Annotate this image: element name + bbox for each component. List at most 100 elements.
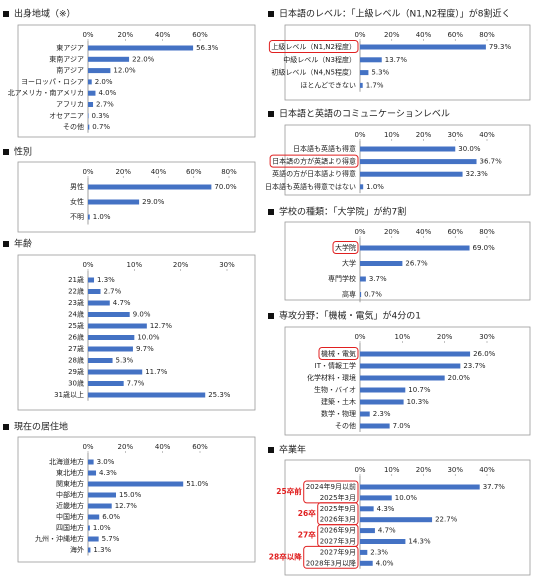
bar [88, 323, 147, 329]
category-label: 中部地方 [56, 490, 84, 499]
value-label: 6.0% [102, 513, 120, 521]
category-label: 東南アジア [49, 54, 84, 63]
highlight-box [268, 40, 359, 53]
chart-title: 出身地域（※） [14, 8, 76, 20]
group-label: 26卒 [298, 508, 316, 518]
category-label: 31歳以上 [54, 390, 84, 399]
chart-frame [284, 124, 531, 196]
category-label: 女性 [70, 197, 84, 206]
bar [88, 492, 116, 498]
x-tick-label: 20% [416, 466, 432, 474]
chart-frame [17, 254, 256, 411]
x-tick-label: 20% [384, 228, 400, 236]
category-label: 中級レベル（N3程度） [283, 55, 356, 64]
category-label: 22歳 [68, 287, 84, 296]
category-label: 25歳 [68, 321, 84, 330]
value-label: 29.0% [142, 198, 165, 206]
category-label: 海外 [70, 545, 84, 554]
bar [360, 70, 369, 76]
x-tick-label: 40% [416, 31, 432, 39]
bar [88, 68, 111, 74]
category-label: 2028年3月以降 [306, 558, 356, 567]
bar [88, 79, 92, 85]
bar [360, 517, 433, 523]
category-label: IT・情報工学 [315, 361, 356, 370]
value-label: 2.7% [104, 288, 122, 296]
chart-title: 卒業年 [279, 444, 306, 456]
chart-title: 年齢 [14, 238, 32, 250]
bar [360, 184, 364, 190]
category-label: 23歳 [68, 298, 84, 307]
value-label: 32.3% [466, 170, 489, 178]
x-tick-label: 20% [115, 168, 131, 176]
value-label: 5.7% [102, 535, 120, 543]
category-label: 北海道地方 [49, 457, 84, 466]
value-label: 10.3% [407, 398, 430, 406]
chart-frame [284, 459, 531, 576]
value-label: 26.7% [405, 260, 428, 268]
value-label: 13.7% [385, 56, 408, 64]
bar [88, 392, 206, 398]
x-tick-label: 80% [221, 168, 237, 176]
category-label: 日本語の方が英語より得意 [272, 157, 356, 166]
x-tick-label: 0% [82, 168, 93, 176]
value-label: 2.0% [95, 78, 113, 86]
category-label: 上級レベル（N1,N2程度） [271, 42, 356, 51]
chart-frame [284, 24, 531, 101]
bar [88, 102, 94, 107]
x-tick-label: 10% [127, 261, 143, 269]
value-label: 9.7% [136, 345, 154, 353]
title-marker [3, 241, 9, 247]
value-label: 4.3% [377, 505, 395, 513]
x-tick-label: 10% [384, 131, 400, 139]
bar [360, 495, 392, 501]
x-tick-label: 30% [447, 466, 463, 474]
category-label: 24歳 [68, 310, 84, 319]
value-label: 25.3% [208, 391, 231, 399]
x-tick-label: 0% [82, 261, 93, 269]
value-label: 22.0% [132, 55, 155, 63]
bar [360, 411, 370, 417]
chart-title: 性別 [14, 146, 32, 158]
value-label: 10.7% [408, 386, 431, 394]
title-marker [268, 313, 274, 319]
bar [88, 184, 212, 190]
x-tick-label: 30% [479, 333, 495, 341]
value-label: 14.3% [408, 538, 431, 546]
value-label: 3.7% [369, 275, 387, 283]
chart-frame [284, 326, 531, 436]
category-label: 九州・沖縄地方 [35, 534, 84, 543]
category-label: 中国地方 [56, 512, 84, 521]
bar [360, 44, 486, 50]
title-marker [268, 209, 274, 215]
bar [360, 276, 366, 282]
bar [360, 423, 390, 429]
category-label: 機械・電気 [321, 349, 356, 358]
title-marker [268, 111, 274, 117]
x-tick-label: 60% [192, 443, 208, 451]
value-label: 70.0% [214, 183, 237, 191]
value-label: 69.0% [473, 244, 496, 252]
value-label: 37.7% [483, 483, 506, 491]
x-tick-label: 80% [479, 228, 495, 236]
category-label: 北アメリカ・南アメリカ [8, 88, 84, 97]
bar [360, 387, 406, 393]
category-label: 2024年9月以前 [306, 482, 356, 491]
value-label: 15.0% [119, 491, 142, 499]
bar [88, 346, 133, 352]
value-label: 7.0% [393, 422, 411, 430]
highlight-box [318, 347, 359, 360]
category-label: 2027年3月 [320, 537, 356, 546]
title-marker [3, 149, 9, 155]
bar [88, 312, 130, 317]
value-label: 0.3% [92, 112, 110, 120]
bar [88, 124, 90, 130]
value-label: 4.7% [113, 299, 131, 307]
category-label: 専門学校 [328, 274, 356, 283]
chart-frame [17, 436, 256, 563]
category-label: 英語の方が日本語より得意 [272, 169, 356, 178]
category-label: 27歳 [68, 344, 84, 353]
category-label: 近畿地方 [56, 501, 84, 510]
bar [360, 351, 471, 357]
